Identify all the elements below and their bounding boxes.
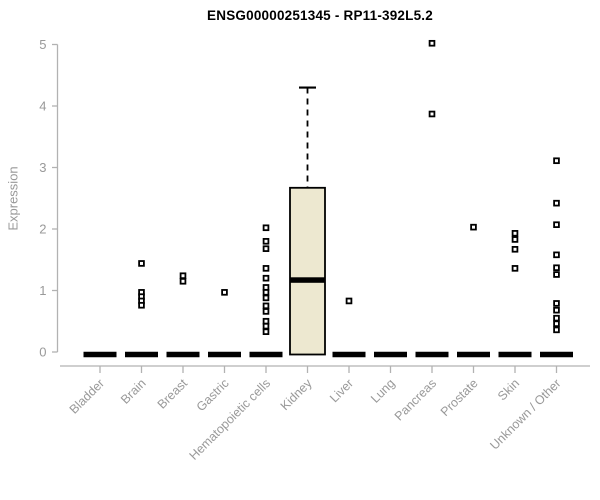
y-tick-label: 0	[39, 345, 46, 360]
data-point	[221, 289, 228, 296]
data-point	[553, 251, 560, 259]
data-point	[179, 277, 187, 285]
data-point	[262, 245, 270, 252]
y-tick-label: 3	[39, 160, 46, 175]
x-tick-label: Skin	[495, 376, 522, 403]
x-tick-label: Hematopoietic cells	[187, 376, 274, 463]
y-tick-label: 1	[39, 283, 46, 298]
x-tick-label: Lung	[368, 376, 398, 406]
data-point	[553, 157, 560, 165]
data-point	[553, 300, 560, 307]
data-point	[262, 308, 270, 315]
data-point	[553, 320, 560, 328]
zero-dash	[415, 351, 449, 358]
zero-dash	[208, 351, 241, 358]
data-point	[262, 237, 270, 245]
data-point	[262, 274, 270, 282]
x-tick-label: Kidney	[278, 376, 315, 413]
x-tick-label: Pancreas	[392, 376, 439, 423]
data-point	[262, 289, 270, 296]
zero-dash	[332, 351, 366, 358]
data-point	[511, 265, 519, 272]
y-tick-label: 2	[39, 222, 46, 237]
y-tick-label: 4	[39, 99, 46, 114]
data-point	[553, 199, 560, 207]
data-point	[553, 314, 560, 322]
zero-dash	[457, 351, 490, 358]
data-point	[553, 264, 560, 272]
zero-dash	[125, 351, 158, 358]
zero-dash	[166, 351, 200, 358]
data-point	[428, 110, 436, 118]
zero-dash	[498, 351, 532, 358]
zero-dash	[374, 351, 407, 358]
y-tick-label: 5	[39, 37, 46, 52]
data-point	[553, 221, 560, 228]
y-axis-label: Expression	[5, 166, 21, 231]
x-tick-label: Bladder	[67, 376, 107, 416]
zero-dash	[83, 351, 117, 358]
box-body	[289, 186, 326, 356]
data-point	[262, 294, 270, 302]
data-point	[428, 39, 436, 47]
data-point	[470, 223, 477, 231]
data-point	[553, 271, 560, 278]
data-point	[262, 302, 270, 310]
x-tick-label: Brain	[118, 376, 149, 407]
chart-title: ENSG00000251345 - RP11-392L5.2	[207, 8, 433, 23]
x-tick-label: Prostate	[438, 376, 481, 419]
x-tick-label: Unknown / Other	[487, 376, 563, 452]
zero-dash	[540, 351, 573, 358]
data-point	[262, 265, 270, 272]
data-point	[511, 245, 519, 253]
zero-dash	[249, 351, 283, 358]
data-point	[138, 260, 145, 267]
data-point	[511, 230, 519, 237]
box-median	[290, 277, 325, 283]
x-tick-label: Gastric	[194, 376, 232, 414]
data-point	[553, 306, 560, 314]
data-point	[262, 224, 270, 232]
data-point	[262, 322, 270, 330]
data-point	[511, 236, 519, 243]
x-tick-label: Liver	[327, 376, 356, 405]
data-point	[262, 328, 270, 336]
data-point	[179, 272, 187, 280]
x-tick-label: Breast	[155, 376, 191, 412]
data-point	[138, 301, 145, 309]
data-point	[345, 297, 353, 305]
data-point	[553, 326, 560, 334]
